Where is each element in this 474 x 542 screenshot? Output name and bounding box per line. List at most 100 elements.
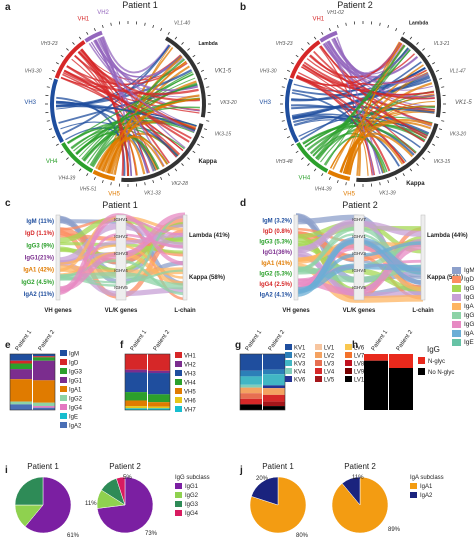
axis-label: VH genes xyxy=(44,308,72,314)
legend-swatch xyxy=(175,379,182,385)
legend-swatch xyxy=(175,501,182,507)
chord xyxy=(292,78,432,97)
ring-tick xyxy=(307,42,310,45)
chord xyxy=(291,105,435,114)
circos-label: Kappa xyxy=(406,181,425,187)
circos-label: VH3-30 xyxy=(260,69,277,75)
circos-label: VH4-39 xyxy=(58,175,75,181)
ring-tick xyxy=(55,143,59,146)
ring-tick xyxy=(345,22,347,26)
bar-segment xyxy=(33,406,55,408)
ring-tick xyxy=(345,182,347,186)
ring-tick xyxy=(287,136,291,139)
column-label: Patient 2 xyxy=(153,329,172,352)
bar-segment xyxy=(10,360,32,364)
bar-segment xyxy=(263,369,285,375)
legend-swatch xyxy=(60,422,67,428)
legend-swatch xyxy=(60,395,67,401)
chord xyxy=(55,69,193,107)
ring-tick xyxy=(60,150,64,154)
legend-swatch xyxy=(175,352,182,358)
circos-label: VK1-5 xyxy=(214,69,231,75)
ring-tick xyxy=(321,173,324,177)
ring-tick xyxy=(152,24,155,29)
ring-tick xyxy=(283,77,288,80)
legend-text: IgA1 xyxy=(464,303,474,310)
bar-segment xyxy=(240,404,262,410)
legend-text: IgA2 xyxy=(464,330,474,337)
legend-text: IgM xyxy=(464,267,474,274)
stacked-bar-g: Patient 1 Patient 2 KV1 KV2 KV3 KV4 KV6 LV1 LV2 L… xyxy=(239,329,368,411)
ring-segment xyxy=(92,169,116,181)
legend-text: IgG4 xyxy=(185,511,199,517)
ring-tick xyxy=(200,69,204,72)
legend-item: IgM xyxy=(452,266,474,275)
ring-tick xyxy=(395,28,398,32)
circos-label: VK1-5 xyxy=(455,100,472,106)
ring-tick xyxy=(336,24,339,29)
bar-segment xyxy=(125,372,147,393)
ring-tick xyxy=(206,86,210,88)
legend-swatch xyxy=(175,510,182,516)
alluvial-axis xyxy=(353,214,365,301)
bar-segment xyxy=(263,374,285,386)
ring-tick xyxy=(78,36,82,40)
bar-segment xyxy=(33,357,55,361)
legend-text: IgG1 xyxy=(464,294,474,301)
legend-text: KV2 xyxy=(294,354,306,360)
legend-text: KV3 xyxy=(294,362,306,368)
chord xyxy=(76,127,185,155)
isotype-label: IgG2 (5.3%) xyxy=(259,271,292,277)
ring-tick xyxy=(409,168,413,172)
chord xyxy=(302,63,428,137)
chord xyxy=(60,76,200,114)
legend-text: IgG3 xyxy=(464,285,474,292)
ring-tick xyxy=(66,48,69,51)
bar-segment xyxy=(33,354,55,357)
legend-item: IgG1 xyxy=(452,293,474,302)
axis-label: L-chain xyxy=(174,308,196,314)
circos-label: VH1 xyxy=(77,17,89,23)
legend-swatch xyxy=(60,404,67,410)
column-label: Patient 2 xyxy=(38,329,57,352)
chord xyxy=(314,44,406,160)
ring-tick xyxy=(432,143,436,146)
bar-segment xyxy=(125,408,147,410)
bar-segment xyxy=(240,387,262,394)
chord xyxy=(300,66,435,96)
circos-label: VK3-20 xyxy=(220,100,237,106)
legend-swatch xyxy=(315,360,322,366)
pie-slice xyxy=(341,476,361,506)
alluvial-axis xyxy=(115,214,127,301)
ring-segment xyxy=(356,123,439,182)
bar-segment xyxy=(148,406,170,409)
panel-d-letter: d xyxy=(240,198,247,209)
circos-label: VK1-33 xyxy=(144,191,161,197)
chord xyxy=(101,36,133,176)
chord xyxy=(67,73,194,144)
ring-tick xyxy=(197,143,201,146)
column-label: Patient 1 xyxy=(130,329,149,352)
ring-tick xyxy=(46,86,50,88)
legend-swatch xyxy=(345,344,352,350)
legend-swatch xyxy=(60,386,67,392)
legend-item: IgA2 xyxy=(452,329,474,338)
legend-text: VH5 xyxy=(184,390,196,396)
column-label: Patient 2 xyxy=(268,329,287,352)
isotype-label: IgA1 (41%) xyxy=(261,261,292,267)
bar-segment xyxy=(33,360,55,381)
ring-tick xyxy=(46,120,50,122)
panel-g-letter: g xyxy=(235,340,242,351)
mid-gene-label: IGHV3 xyxy=(114,251,128,256)
ring-tick xyxy=(72,42,75,45)
ring-tick xyxy=(181,42,184,45)
panel-f-letter: f xyxy=(120,340,124,351)
circos-label: VH5-51 xyxy=(80,186,97,192)
ring-segment xyxy=(49,78,64,143)
legend-swatch xyxy=(315,368,322,374)
chord xyxy=(349,42,402,175)
bar-segment xyxy=(148,373,170,395)
ring-segment xyxy=(400,36,441,118)
panel-e-letter: e xyxy=(5,340,11,351)
ring-tick xyxy=(435,69,439,72)
